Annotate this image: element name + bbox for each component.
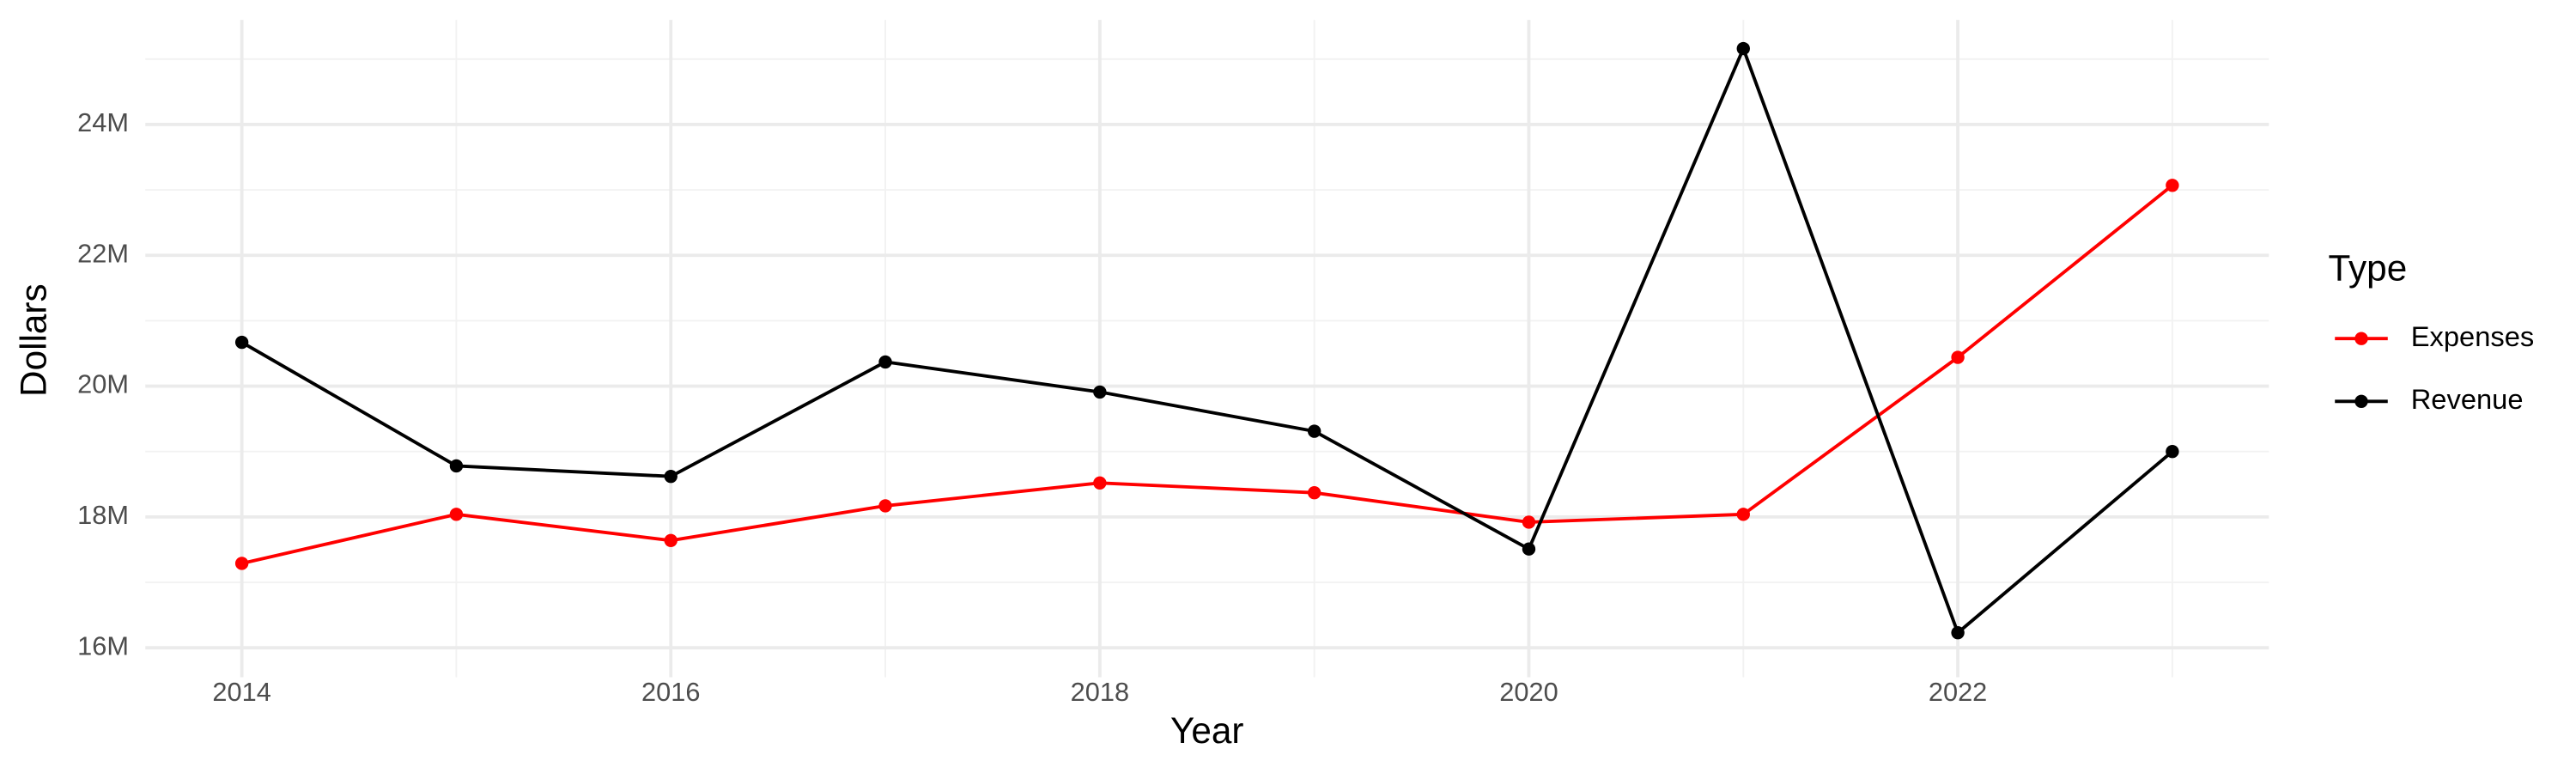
grid — [145, 20, 2269, 678]
data-point — [1736, 508, 1750, 521]
legend-swatch-point — [2354, 332, 2368, 345]
data-point — [1093, 476, 1107, 490]
data-point — [1951, 350, 1965, 364]
x-tick-label: 2018 — [1071, 677, 1129, 707]
data-point — [664, 533, 677, 547]
data-point — [1736, 41, 1750, 56]
x-axis-title: Year — [1170, 710, 1243, 751]
series-line — [240, 44, 2174, 636]
data-point — [2166, 179, 2179, 192]
data-point — [878, 499, 892, 513]
legend-label: Expenses — [2411, 320, 2535, 352]
data-point — [234, 335, 249, 350]
x-tick-label: 2014 — [212, 677, 270, 707]
data-point — [449, 459, 464, 473]
data-point — [1522, 515, 1536, 529]
legend-title: Type — [2329, 248, 2408, 289]
data-point — [1951, 625, 1965, 640]
x-tick-label: 2016 — [641, 677, 700, 707]
data-point — [234, 557, 249, 570]
data-point — [664, 469, 677, 484]
y-tick-label: 18M — [77, 500, 129, 530]
series-line — [241, 184, 2174, 565]
plot-marks — [234, 41, 2179, 640]
data-point — [2166, 445, 2179, 459]
data-point — [1307, 486, 1321, 500]
data-point — [1307, 424, 1321, 438]
y-tick-label: 20M — [77, 369, 129, 399]
y-tick-label: 24M — [77, 107, 129, 137]
legend-swatch-point — [2354, 394, 2368, 408]
x-tick-label: 2020 — [1499, 677, 1558, 707]
x-tick-label: 2022 — [1929, 677, 1987, 707]
y-tick-label: 16M — [77, 630, 129, 660]
legend-label: Revenue — [2411, 383, 2524, 415]
data-point — [449, 508, 464, 521]
y-tick-label: 22M — [77, 238, 129, 268]
y-axis-title: Dollars — [13, 283, 53, 397]
data-point — [1093, 385, 1107, 399]
data-point — [878, 355, 892, 369]
data-point — [1522, 542, 1536, 556]
